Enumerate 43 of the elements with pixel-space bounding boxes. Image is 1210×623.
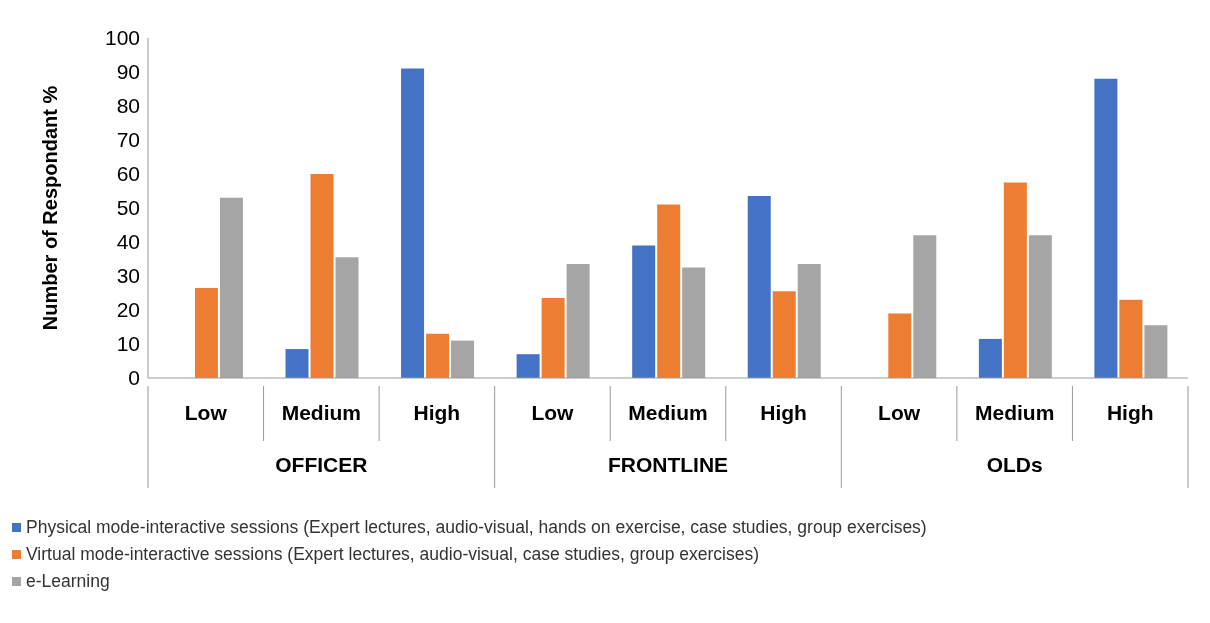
x-tick-label: High xyxy=(760,401,807,424)
bar xyxy=(1119,299,1143,378)
y-tick-label: 20 xyxy=(116,298,140,322)
bar xyxy=(747,196,771,378)
y-tick-label: 90 xyxy=(116,60,140,84)
text: OLDs xyxy=(986,453,1043,476)
x-tick-label: Low xyxy=(531,401,575,424)
bar xyxy=(194,287,218,378)
bar xyxy=(516,354,540,378)
legend-label: Virtual mode-interactive sessions (Expert lectures, audio-visual, case studies, group exercises) xyxy=(26,544,760,565)
x-tick-label: Medium xyxy=(628,401,708,424)
bar xyxy=(285,349,309,378)
y-tick-label: 30 xyxy=(116,264,140,288)
bar xyxy=(888,313,912,378)
text: OFFICER xyxy=(275,453,368,476)
y-tick-label: 100 xyxy=(104,26,140,50)
bar xyxy=(1094,78,1118,378)
x-tick-label: High xyxy=(413,401,461,424)
x-tick-label: Low xyxy=(184,401,228,424)
bar xyxy=(541,298,565,378)
legend-label: e-Learning xyxy=(26,571,110,592)
bar xyxy=(1003,182,1027,378)
y-tick-label: 70 xyxy=(116,128,140,152)
bar xyxy=(978,338,1002,378)
y-tick-label: 10 xyxy=(116,332,140,356)
x-tick-label: Medium xyxy=(974,401,1055,424)
y-tick-label: 50 xyxy=(116,196,140,220)
y-tick-label: 40 xyxy=(116,230,140,254)
bar xyxy=(632,245,656,378)
x-tick-label: Medium xyxy=(281,401,362,424)
y-axis-title: Number of Respondant % xyxy=(39,85,62,331)
bar xyxy=(310,174,334,378)
x-tick-label: High xyxy=(1106,401,1154,424)
bar xyxy=(426,333,450,378)
bar xyxy=(772,291,796,378)
bar xyxy=(401,68,425,378)
y-tick-label: 80 xyxy=(116,94,140,118)
x-tick-label: Low xyxy=(878,401,921,424)
legend-label: Physical mode-interactive sessions (Expert lectures, audio-visual, hands on exercise, case studies, group exercises) xyxy=(26,517,927,538)
y-tick-label: 60 xyxy=(116,162,140,186)
bar xyxy=(657,204,681,378)
y-tick-label: 0 xyxy=(128,366,140,390)
text: FRONTLINE xyxy=(607,453,729,476)
